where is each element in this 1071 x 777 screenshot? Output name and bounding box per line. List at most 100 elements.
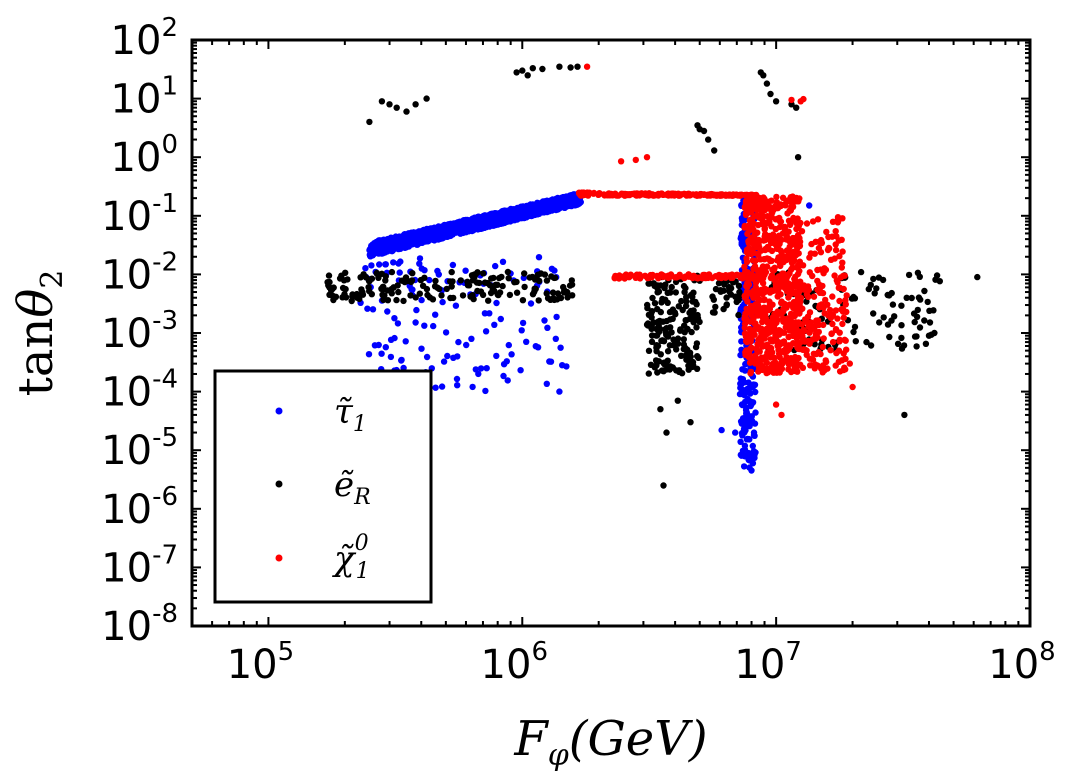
stau-point-1493	[565, 198, 573, 205]
stau-point-1532	[543, 380, 550, 387]
stau-point-1570	[541, 317, 548, 324]
selectron-point-329	[661, 284, 668, 292]
stau-point-1508	[500, 372, 507, 380]
neutralino-point-919	[757, 334, 764, 341]
selectron-point-115	[393, 296, 400, 304]
neutralino-point-310	[662, 273, 669, 280]
selectron-point-379	[723, 302, 730, 309]
stau-point-1509	[362, 265, 369, 272]
stau-point-1578	[387, 353, 395, 361]
stau-point-1446	[501, 207, 508, 214]
selectron-point-273	[668, 329, 675, 336]
stau-point-1527	[365, 351, 373, 358]
selectron-point-311	[649, 294, 656, 302]
selectron-point-116	[498, 273, 505, 281]
selectron-point-82	[470, 295, 477, 303]
stau-point-1582	[384, 308, 391, 315]
neutralino-point-194	[633, 191, 640, 199]
selectron-point-104	[477, 288, 485, 295]
neutralino-point-1154	[835, 237, 843, 244]
neutralino-point-703	[786, 280, 793, 288]
selectron-point-178	[339, 284, 347, 292]
neutralino-point-800	[751, 331, 758, 338]
neutralino-point-1121	[809, 218, 817, 225]
neutralino-point-1122	[842, 366, 849, 373]
stau-point-1622	[551, 267, 558, 274]
neutralino-point-956	[778, 365, 786, 372]
neutralino-point-866	[777, 247, 785, 254]
selectron-point-293	[655, 322, 662, 329]
selectron-point-505	[366, 118, 373, 126]
selectron-point-333	[648, 332, 656, 339]
neutralino-point-1172	[632, 156, 639, 164]
stau-point-1875	[742, 360, 749, 368]
stau-point-1639	[463, 341, 470, 349]
selectron-point-278	[689, 293, 696, 301]
neutralino-point-836	[769, 301, 776, 308]
neutralino-point-825	[755, 324, 762, 331]
neutralino-point-830	[792, 319, 799, 326]
neutralino-point-1144	[816, 238, 823, 245]
selectron-point-361	[709, 293, 716, 300]
selectron-point-465	[857, 268, 865, 276]
neutralino-point-1078	[822, 357, 829, 364]
stau-point-1501	[418, 296, 425, 304]
selectron-point-125	[511, 279, 518, 286]
neutralino-point-1139	[833, 277, 840, 284]
neutralino-point-698	[774, 293, 781, 300]
neutralino-point-170	[730, 191, 737, 198]
neutralino-point-1031	[799, 262, 807, 269]
neutralino-point-1163	[820, 335, 827, 342]
neutralino-point-1162	[809, 336, 816, 343]
neutralino-point-908	[769, 360, 776, 368]
neutralino-point-873	[744, 298, 751, 305]
neutralino-point-878	[765, 365, 772, 373]
selectron-point-512	[513, 69, 520, 76]
neutralino-point-1065	[832, 362, 839, 369]
selectron-point-270	[682, 284, 689, 292]
stau-point-1503	[486, 310, 493, 317]
selectron-point-510	[412, 101, 419, 108]
selectron-point-245	[664, 299, 671, 306]
selectron-point-539	[925, 332, 933, 339]
neutralino-point-1069	[815, 349, 822, 356]
selectron-point-508	[393, 104, 400, 111]
stau-point-1540	[440, 358, 448, 365]
selectron-point-301	[648, 325, 655, 332]
neutralino-point-852	[748, 271, 756, 278]
neutralino-point-892	[745, 240, 753, 247]
neutralino-point-1160	[817, 249, 825, 256]
neutralino-point-924	[770, 369, 777, 376]
neutralino-point-958	[760, 204, 767, 211]
stau-point-1576	[369, 306, 377, 313]
neutralino-point-1080	[803, 220, 811, 227]
stau-point-1498	[428, 235, 435, 242]
x-tick-label-3: 108	[988, 637, 1055, 688]
selectron-point-87	[513, 289, 521, 296]
selectron-point-487	[905, 271, 913, 279]
neutralino-point-855	[750, 220, 758, 227]
neutralino-point-894	[758, 354, 765, 361]
stau-point-1436	[372, 244, 380, 251]
stau-point-1888	[739, 377, 746, 385]
neutralino-point-963	[769, 231, 777, 238]
selectron-point-169	[409, 270, 416, 277]
selectron-point-168	[448, 268, 455, 276]
selectron-point-532	[794, 154, 802, 161]
neutralino-point-900	[755, 250, 762, 257]
stau-point-1544	[416, 255, 424, 262]
selectron-point-207	[644, 301, 651, 309]
neutralino-point-1134	[829, 218, 837, 225]
selectron-point-541	[974, 273, 981, 281]
neutralino-point-881	[760, 296, 768, 304]
stau-point-1593	[482, 387, 489, 395]
selectron-point-309	[645, 280, 652, 287]
neutralino-point-702	[768, 197, 775, 204]
selectron-point-339	[658, 367, 666, 374]
neutralino-point-1146	[842, 337, 849, 344]
neutralino-point-707	[743, 288, 751, 295]
stau-point-1590	[402, 338, 409, 345]
selectron-point-121	[342, 269, 349, 276]
selectron-point-328	[693, 301, 700, 308]
neutralino-point-1049	[838, 357, 846, 364]
